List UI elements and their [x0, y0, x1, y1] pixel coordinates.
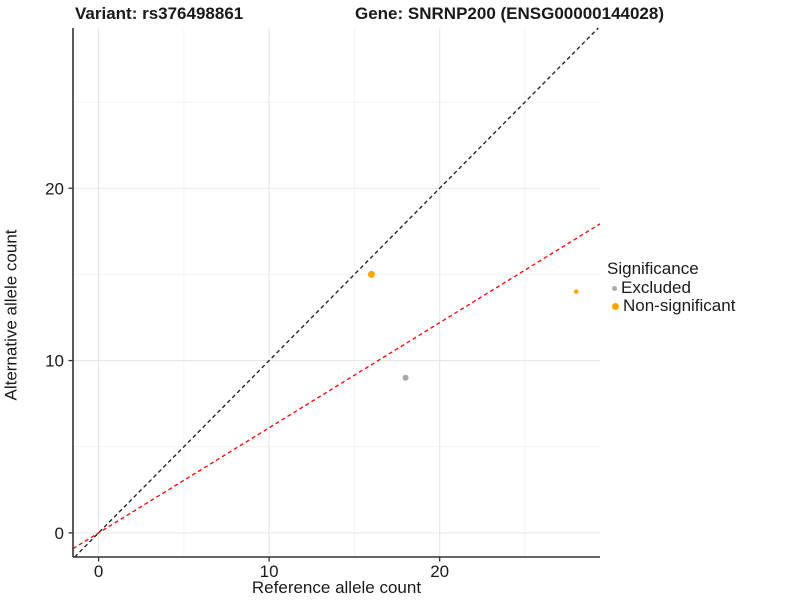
y-tick-label: 10: [45, 352, 64, 371]
legend-dot-icon: [612, 285, 617, 291]
x-axis-label: Reference allele count: [251, 578, 422, 597]
legend-item: Excluded: [605, 279, 735, 297]
x-tick-label: 0: [94, 562, 103, 581]
x-tick-label: 10: [260, 562, 279, 581]
legend-items: Excluded Non-significant: [605, 279, 735, 315]
legend-dot-icon: [612, 302, 619, 310]
legend-title: Significance: [607, 259, 699, 278]
legend-item-label: Non-significant: [623, 296, 736, 315]
data-point-excluded: [402, 374, 409, 381]
legend-item-label: Excluded: [621, 278, 691, 297]
variant-title: Variant: rs376498861: [75, 4, 244, 23]
y-tick-label: 20: [45, 179, 64, 198]
data-point-non-significant: [367, 270, 375, 278]
y-tick-label: 0: [55, 524, 64, 543]
gene-title: Gene: SNRNP200 (ENSG00000144028): [355, 4, 664, 23]
data-point-non-significant: [573, 289, 579, 294]
x-tick-label: 20: [430, 562, 449, 581]
legend: Significance Excluded Non-significant: [605, 260, 735, 315]
expected-ratio-line: [72, 223, 601, 550]
identity-line: [74, 27, 599, 558]
legend-item: Non-significant: [605, 297, 735, 315]
